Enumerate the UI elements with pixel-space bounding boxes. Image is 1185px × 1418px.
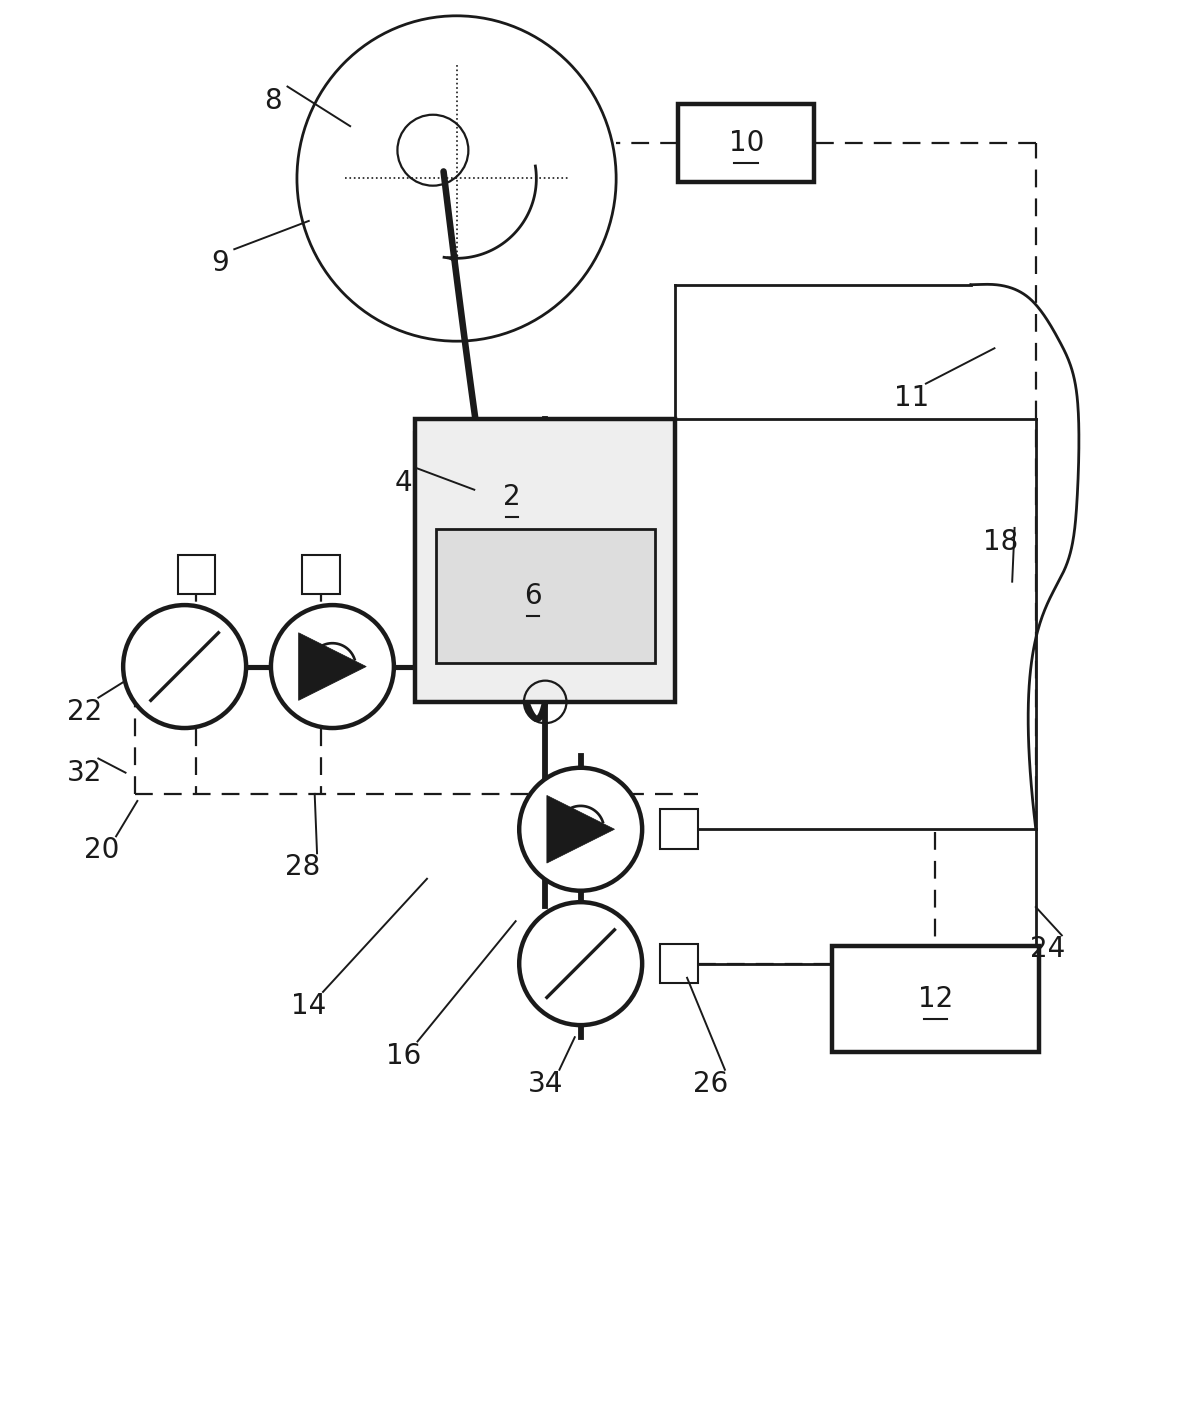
Bar: [415, 418, 675, 702]
Text: 20: 20: [84, 837, 120, 865]
Circle shape: [519, 767, 642, 891]
Text: 16: 16: [386, 1042, 421, 1069]
Bar: [302, 554, 340, 594]
Bar: [660, 810, 698, 849]
Text: 34: 34: [527, 1071, 563, 1098]
Polygon shape: [299, 632, 366, 700]
Text: 14: 14: [292, 993, 326, 1020]
Text: 2: 2: [504, 482, 521, 510]
Text: 18: 18: [982, 527, 1018, 556]
Text: 32: 32: [66, 759, 102, 787]
Text: 22: 22: [66, 698, 102, 726]
Bar: [832, 946, 1039, 1052]
Text: 10: 10: [729, 129, 764, 157]
Text: 6: 6: [525, 581, 543, 610]
Bar: [178, 554, 216, 594]
Bar: [660, 944, 698, 984]
Circle shape: [123, 605, 246, 727]
Circle shape: [519, 902, 642, 1025]
Text: 26: 26: [693, 1071, 729, 1098]
Circle shape: [271, 605, 393, 727]
Bar: [678, 105, 814, 182]
Text: 28: 28: [286, 854, 320, 882]
Bar: [436, 529, 654, 664]
Text: 24: 24: [1030, 936, 1065, 963]
Text: 9: 9: [211, 250, 229, 278]
Text: 11: 11: [893, 384, 929, 411]
Text: 8: 8: [264, 86, 282, 115]
Text: 4: 4: [395, 469, 412, 496]
Text: 12: 12: [917, 986, 953, 1012]
Polygon shape: [546, 795, 615, 864]
